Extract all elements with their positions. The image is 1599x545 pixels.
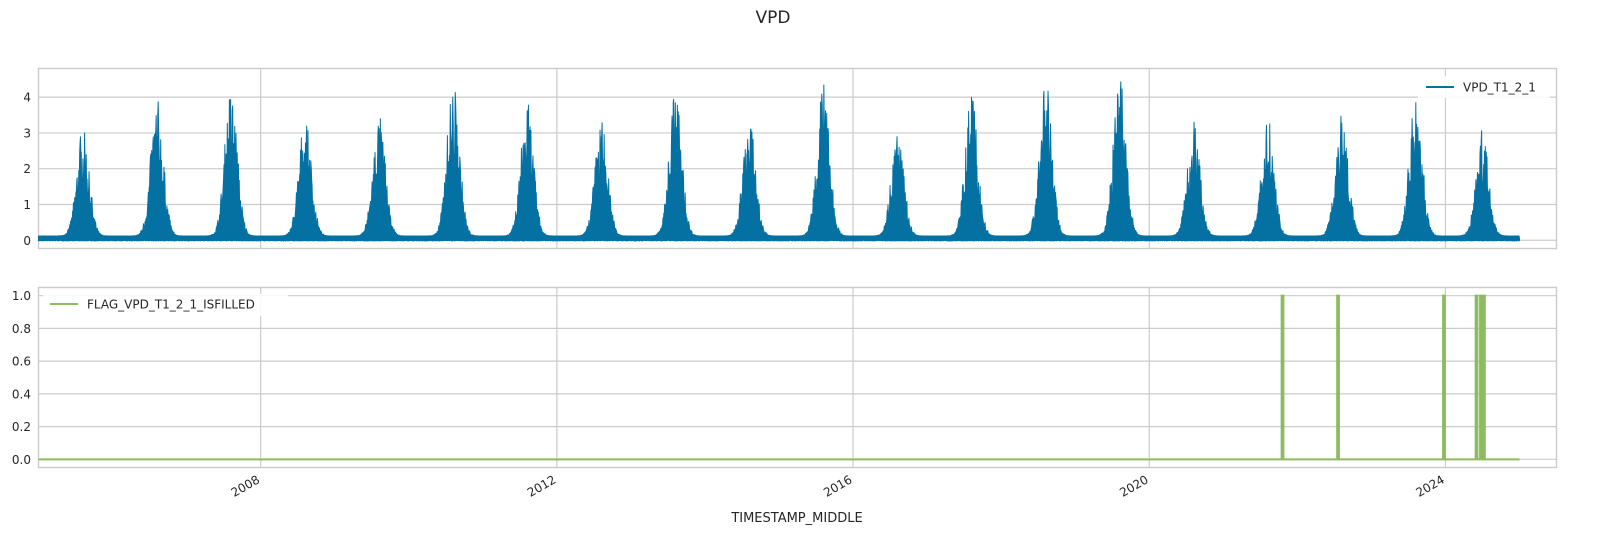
x-tick-label: 2024 (1413, 472, 1446, 499)
vpd-series-line (38, 81, 1520, 242)
flag-y-tick-label: 1.0 (12, 289, 31, 303)
vpd-panel: 0 1 2 3 4 VPD_T1_2_1 (23, 67, 1558, 250)
flag-y-tick-label: 0.6 (12, 355, 31, 369)
flag-series-group (38, 294, 1520, 461)
x-tick-label: 2012 (525, 472, 558, 499)
flag-series-line (38, 294, 1520, 461)
chart-title: VPD (756, 8, 791, 28)
flag-y-tick-label: 0.8 (12, 322, 31, 336)
vpd-panel-frame (37, 67, 1558, 250)
flag-legend: FLAG_VPD_T1_2_1_ISFILLED (43, 294, 288, 316)
vpd-y-tick-label: 3 (23, 126, 31, 140)
vpd-series-group (38, 81, 1520, 242)
flag-legend-box (43, 294, 288, 316)
vpd-legend: VPD_T1_2_1 (1418, 76, 1550, 98)
flag-y-tick-label: 0.2 (12, 420, 31, 434)
vpd-y-tick-label: 4 (23, 91, 31, 105)
x-tick-label: 2020 (1117, 472, 1150, 499)
flag-y-tick-label: 0.0 (12, 453, 31, 467)
flag-panel-frame (37, 286, 1558, 469)
vpd-y-tick-labels: 0 1 2 3 4 (23, 91, 31, 248)
flag-y-tick-labels: 0.0 0.2 0.4 0.6 0.8 1.0 (12, 289, 31, 467)
flag-panel: 0.0 0.2 0.4 0.6 0.8 1.0 FLAG_VPD_T1_2_1_ISFIL… (12, 286, 1558, 469)
vpd-y-tick-label: 0 (23, 234, 31, 248)
flag-legend-label: FLAG_VPD_T1_2_1_ISFILLED (87, 298, 255, 312)
flag-y-tick-label: 0.4 (12, 387, 31, 401)
x-tick-label: 2008 (229, 472, 262, 499)
x-tick-labels: 2008 2012 2016 2020 2024 (229, 472, 1447, 499)
vpd-y-tick-label: 2 (23, 162, 31, 176)
x-axis-title: TIMESTAMP_MIDDLE (730, 511, 862, 526)
x-tick-label: 2016 (821, 472, 854, 499)
vpd-legend-box (1418, 76, 1550, 98)
vpd-legend-label: VPD_T1_2_1 (1463, 81, 1536, 95)
vpd-y-tick-label: 1 (23, 198, 31, 212)
